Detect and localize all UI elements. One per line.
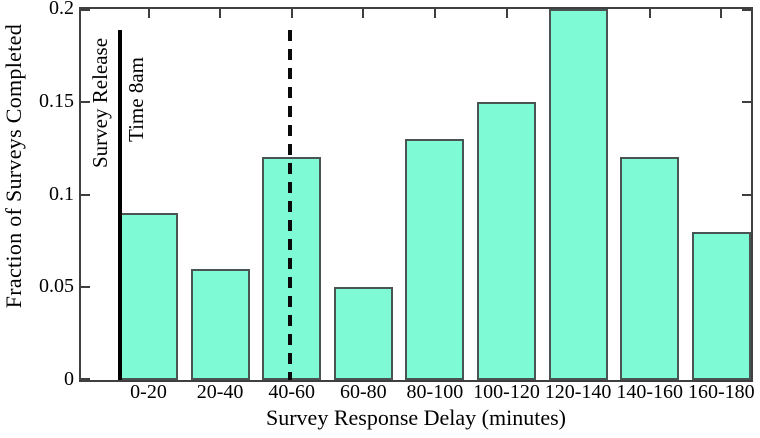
top-axis-tick bbox=[290, 9, 293, 18]
y-tick-label: 0.15 bbox=[39, 89, 74, 112]
bar-80-100 bbox=[405, 138, 465, 380]
bar-140-160 bbox=[620, 157, 680, 380]
x-tick-label: 80-100 bbox=[406, 381, 464, 403]
right-axis-tick bbox=[742, 100, 751, 103]
x-tick-label: 40-60 bbox=[268, 381, 316, 403]
top-axis-tick bbox=[362, 9, 365, 18]
x-tick-label: 60-80 bbox=[339, 381, 387, 403]
x-tick-label: 120-140 bbox=[544, 381, 612, 403]
bar-120-140 bbox=[548, 9, 608, 380]
bar-100-120 bbox=[477, 101, 536, 380]
left-axis-tick bbox=[81, 100, 90, 103]
left-axis-tick bbox=[81, 193, 90, 196]
x-tick-label: 20-40 bbox=[196, 381, 244, 403]
y-tick-label: 0 bbox=[64, 368, 74, 390]
x-tick-label: 160-180 bbox=[687, 381, 755, 403]
x-axis-title: Survey Response Delay (minutes) bbox=[266, 405, 566, 430]
bar-20-40 bbox=[190, 268, 250, 380]
bar-0-20 bbox=[119, 213, 178, 380]
bar-160-180 bbox=[691, 231, 751, 380]
survey-release-line bbox=[117, 30, 122, 380]
top-axis-tick bbox=[505, 9, 508, 18]
y-tick-label: 0.1 bbox=[49, 182, 74, 205]
dashed-reference-line bbox=[288, 30, 293, 380]
y-tick-label: 0.2 bbox=[49, 0, 74, 19]
top-axis-tick bbox=[147, 9, 150, 18]
y-tick-label: 0.05 bbox=[39, 275, 74, 298]
left-axis-tick bbox=[81, 9, 90, 11]
time-8am-annotation-label: Time 8am bbox=[124, 57, 148, 143]
y-axis-title: Fraction of Surveys Completed bbox=[1, 24, 26, 309]
bar-60-80 bbox=[333, 287, 393, 380]
right-axis-tick bbox=[742, 193, 751, 196]
left-axis-tick bbox=[81, 286, 90, 289]
x-tick-label: 100-120 bbox=[473, 381, 540, 403]
x-tick-label: 140-160 bbox=[616, 381, 684, 403]
top-axis-tick bbox=[720, 9, 723, 18]
right-axis-tick bbox=[742, 9, 751, 11]
top-axis-tick bbox=[648, 9, 651, 18]
top-axis-tick bbox=[433, 9, 436, 18]
plot-area bbox=[79, 7, 753, 382]
left-axis-tick bbox=[81, 378, 90, 380]
top-axis-tick bbox=[219, 9, 222, 18]
x-tick-label: 0-20 bbox=[130, 381, 167, 403]
survey-release-annotation-label: Survey Release bbox=[88, 37, 112, 169]
